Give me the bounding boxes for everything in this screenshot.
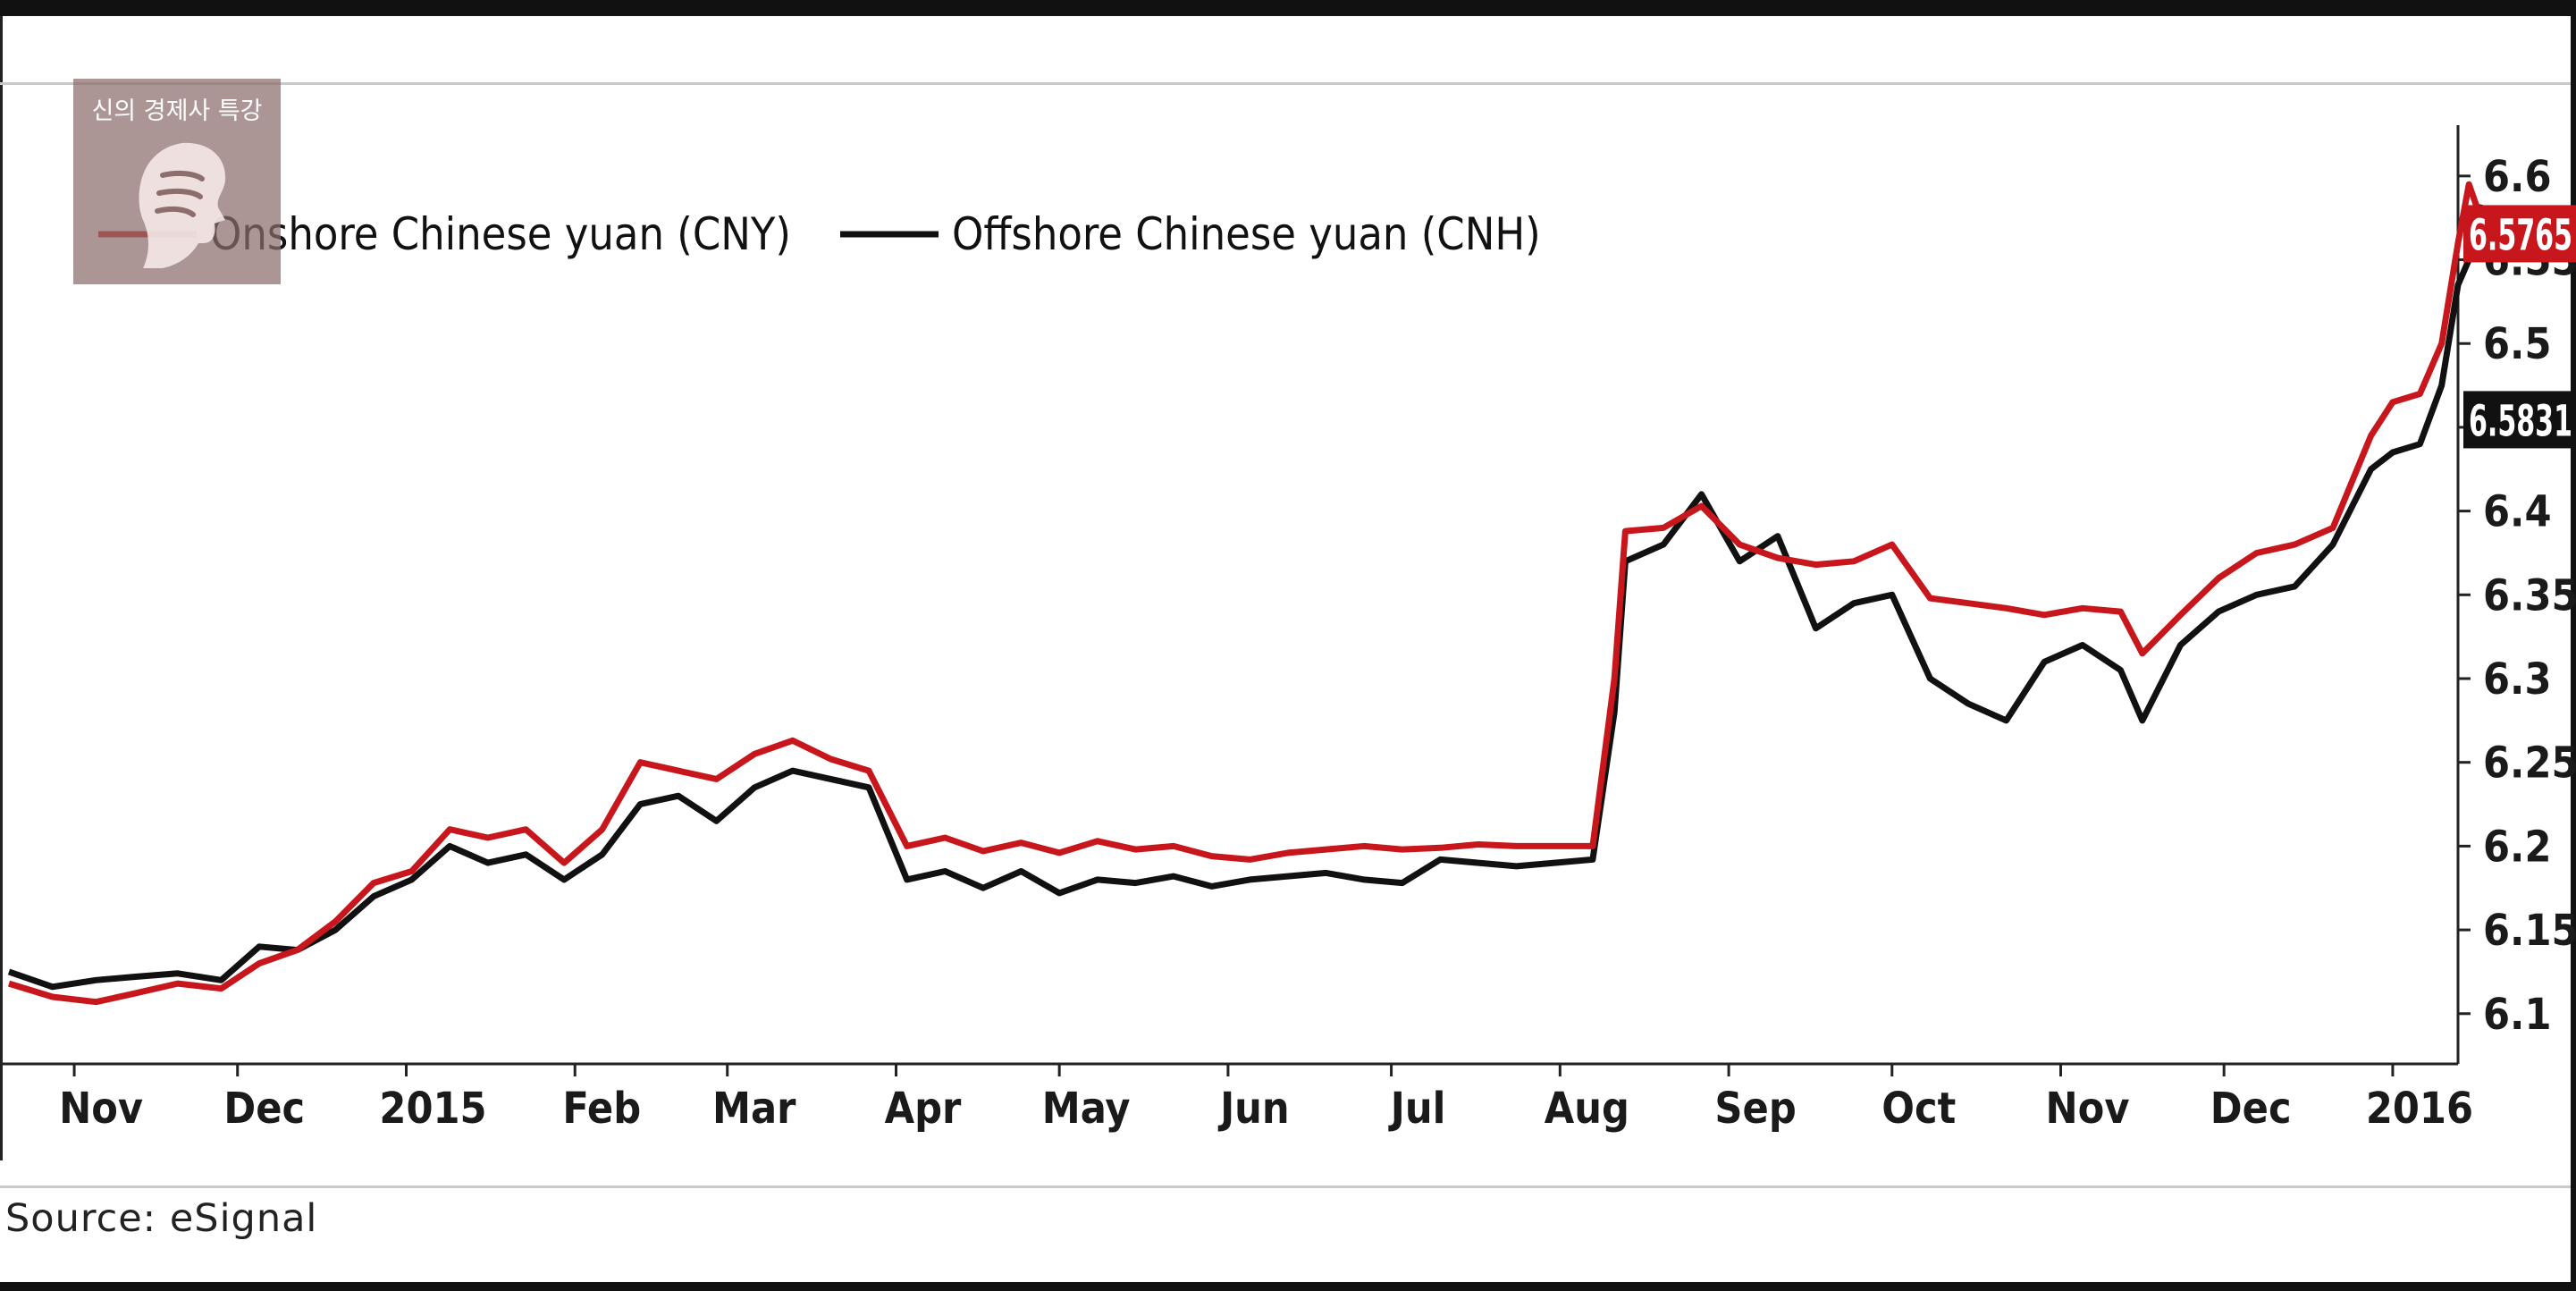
x-tick-label: 2015 xyxy=(379,1084,486,1134)
plot-frame xyxy=(0,125,2460,1066)
value-tag-0: 6.5765 xyxy=(2469,210,2572,260)
x-tick-label: Nov xyxy=(59,1084,143,1134)
top-dark-band xyxy=(0,0,2576,16)
bottom-rule xyxy=(0,1186,2576,1188)
x-tick-label: Dec xyxy=(2210,1084,2292,1134)
y-tick-label: 6.5 xyxy=(2483,319,2552,369)
series-line-0 xyxy=(7,181,2483,1006)
x-tick-label: Dec xyxy=(223,1084,305,1134)
y-tick-label: 6.4 xyxy=(2483,487,2552,537)
y-tick-label: 6.1 xyxy=(2483,990,2552,1040)
series-line-1 xyxy=(7,203,2483,991)
x-tick-label: Apr xyxy=(885,1084,962,1134)
value-tags: 6.5765 6.5831 xyxy=(2463,205,2576,449)
y-tick-label: 6.35 xyxy=(2483,570,2576,620)
y-axis: 6.16.156.26.256.36.356.46.456.56.556.6 xyxy=(2458,152,2576,1040)
value-tag-bg-0 xyxy=(2463,205,2576,263)
x-tick-label: Sep xyxy=(1714,1084,1796,1134)
y-tick-label: 6.6 xyxy=(2483,152,2552,202)
x-tick-label: Oct xyxy=(1881,1084,1956,1134)
bottom-dark-band xyxy=(0,1282,2576,1291)
y-tick-label: 6.15 xyxy=(2483,906,2576,956)
right-dark-edge xyxy=(2571,16,2576,1291)
value-tag-1: 6.5831 xyxy=(2469,396,2572,446)
watermark-logo: 신의 경제사 특강 xyxy=(73,79,281,284)
x-tick-label: Jul xyxy=(1388,1084,1446,1134)
source-note: Source: eSignal xyxy=(5,1196,318,1241)
y-tick-label: 6.2 xyxy=(2483,822,2552,872)
y-tick-label: 6.3 xyxy=(2483,654,2552,705)
y-tick-label: 6.25 xyxy=(2483,738,2576,789)
series-layer xyxy=(7,181,2483,1006)
watermark-figure-icon xyxy=(139,142,226,268)
x-tick-label: Nov xyxy=(2046,1084,2130,1134)
legend-label-1: Offshore Chinese yuan (CNH) xyxy=(952,208,1541,260)
x-tick-label: May xyxy=(1042,1084,1131,1134)
top-rule xyxy=(0,82,2576,85)
value-tag-bg-1 xyxy=(2463,391,2576,449)
x-tick-label: Jun xyxy=(1217,1084,1290,1134)
watermark-text: 신의 경제사 특강 xyxy=(91,97,263,125)
legend: Onshore Chinese yuan (CNY) Offshore Chine… xyxy=(98,208,1541,260)
x-tick-label: Feb xyxy=(562,1084,641,1134)
x-tick-label: Mar xyxy=(712,1084,796,1134)
x-tick-label: 2016 xyxy=(2366,1084,2473,1134)
left-border xyxy=(0,16,3,1160)
legend-label-0: Onshore Chinese yuan (CNY) xyxy=(210,208,791,260)
x-tick-label: Aug xyxy=(1545,1084,1629,1134)
x-axis: Nov Dec 2015 Feb Mar Apr May Jun Jul Aug Sep Oct Nov… xyxy=(59,1064,2473,1134)
